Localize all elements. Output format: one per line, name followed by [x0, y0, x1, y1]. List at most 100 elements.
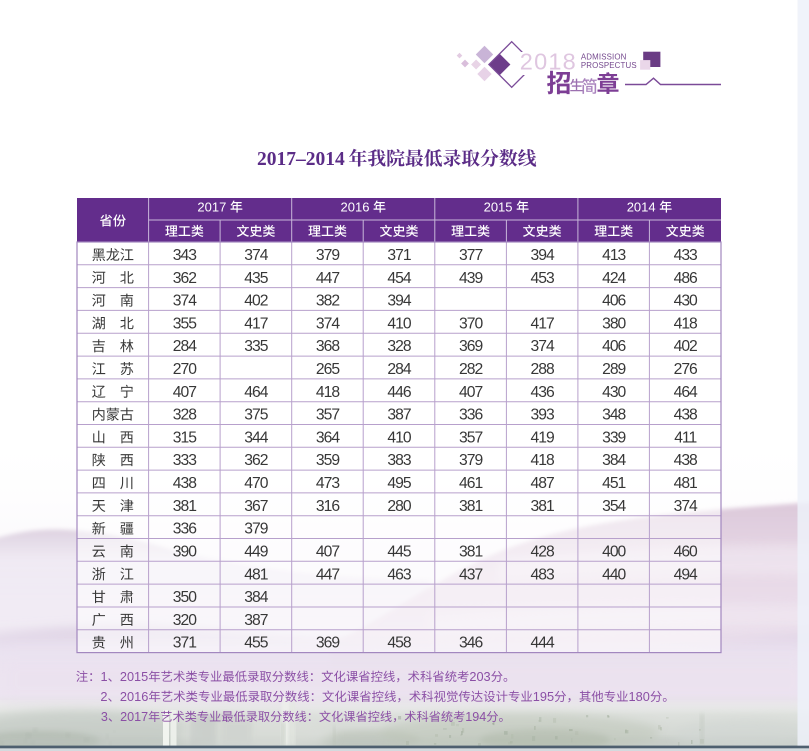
svg-text:289: 289 [602, 361, 625, 378]
svg-text:455: 455 [244, 635, 268, 652]
svg-text:270: 270 [173, 361, 197, 378]
svg-text:381: 381 [173, 498, 196, 515]
svg-text:379: 379 [316, 247, 339, 264]
svg-text:320: 320 [173, 612, 197, 629]
svg-text:407: 407 [316, 544, 339, 561]
svg-text:316: 316 [316, 498, 340, 515]
svg-text:464: 464 [674, 384, 698, 401]
svg-text:194: 194 [465, 710, 486, 724]
svg-text:451: 451 [602, 475, 625, 492]
svg-text:483: 483 [531, 566, 555, 583]
svg-text:417: 417 [531, 315, 554, 332]
svg-text:339: 339 [602, 429, 625, 446]
svg-text:368: 368 [316, 338, 340, 355]
svg-text:410: 410 [387, 315, 411, 332]
svg-text:433: 433 [674, 247, 698, 264]
svg-text:2017: 2017 [197, 200, 226, 215]
svg-text:481: 481 [674, 475, 697, 492]
svg-text:394: 394 [531, 247, 555, 264]
svg-text:463: 463 [387, 566, 411, 583]
svg-text:430: 430 [674, 293, 698, 310]
svg-text:381: 381 [531, 498, 554, 515]
svg-text:371: 371 [387, 247, 410, 264]
svg-text:343: 343 [173, 247, 197, 264]
svg-text:458: 458 [387, 635, 411, 652]
svg-text:369: 369 [316, 635, 339, 652]
svg-text:486: 486 [674, 270, 698, 287]
svg-text:336: 336 [459, 407, 483, 424]
svg-text:180: 180 [629, 689, 650, 704]
svg-text:494: 494 [674, 566, 698, 583]
svg-text:265: 265 [316, 361, 340, 378]
svg-text:445: 445 [387, 544, 411, 561]
svg-text:400: 400 [602, 544, 626, 561]
svg-text:371: 371 [173, 635, 196, 652]
svg-text:2014: 2014 [627, 200, 656, 215]
svg-text:2015: 2015 [484, 200, 513, 215]
svg-text:288: 288 [531, 361, 555, 378]
svg-text:195: 195 [533, 689, 554, 704]
svg-text:328: 328 [173, 407, 197, 424]
svg-text:357: 357 [459, 429, 482, 446]
svg-text:447: 447 [316, 270, 339, 287]
svg-text:481: 481 [244, 566, 267, 583]
svg-text:346: 346 [459, 635, 483, 652]
svg-text:374: 374 [244, 247, 268, 264]
svg-text:367: 367 [244, 498, 267, 515]
svg-text:282: 282 [459, 361, 482, 378]
svg-text:203: 203 [469, 669, 490, 684]
svg-text:364: 364 [316, 429, 340, 446]
svg-text:354: 354 [602, 498, 626, 515]
svg-text:446: 446 [387, 384, 411, 401]
svg-text:355: 355 [173, 315, 197, 332]
svg-text:2016: 2016 [341, 200, 370, 215]
svg-text:402: 402 [674, 338, 697, 355]
svg-text:362: 362 [244, 452, 267, 469]
svg-text:333: 333 [173, 452, 197, 469]
svg-text:2016: 2016 [120, 689, 148, 704]
svg-text:439: 439 [459, 270, 482, 287]
svg-text:350: 350 [173, 589, 197, 606]
svg-text:3: 3 [101, 710, 108, 724]
svg-text:487: 487 [531, 475, 554, 492]
svg-text:384: 384 [602, 452, 626, 469]
svg-text:380: 380 [602, 315, 626, 332]
svg-text:344: 344 [244, 429, 268, 446]
svg-text:374: 374 [531, 338, 555, 355]
svg-text:359: 359 [316, 452, 339, 469]
svg-text:357: 357 [316, 407, 339, 424]
svg-text:418: 418 [674, 315, 698, 332]
svg-text:495: 495 [387, 475, 411, 492]
svg-text:2: 2 [100, 689, 107, 704]
svg-text:444: 444 [531, 635, 555, 652]
svg-text:369: 369 [459, 338, 482, 355]
svg-text:374: 374 [173, 293, 197, 310]
svg-text:379: 379 [244, 521, 267, 538]
svg-text:454: 454 [387, 270, 411, 287]
svg-text:447: 447 [316, 566, 339, 583]
svg-text:315: 315 [173, 429, 197, 446]
svg-text:2015: 2015 [120, 669, 148, 684]
svg-text:370: 370 [459, 315, 483, 332]
svg-text:413: 413 [602, 247, 626, 264]
svg-text:2017: 2017 [120, 710, 148, 724]
svg-text:417: 417 [244, 315, 267, 332]
svg-text:328: 328 [387, 338, 411, 355]
svg-text:381: 381 [459, 498, 482, 515]
svg-text:393: 393 [531, 407, 555, 424]
svg-text:387: 387 [244, 612, 267, 629]
svg-text:440: 440 [602, 566, 626, 583]
svg-text:276: 276 [674, 361, 698, 378]
svg-text:381: 381 [459, 544, 482, 561]
svg-text:ADMISSION: ADMISSION [581, 52, 627, 61]
svg-text:419: 419 [531, 429, 554, 446]
svg-text:406: 406 [602, 293, 626, 310]
svg-text:411: 411 [674, 429, 696, 446]
svg-text:284: 284 [387, 361, 411, 378]
svg-text:335: 335 [244, 338, 268, 355]
svg-text:437: 437 [459, 566, 482, 583]
svg-text:470: 470 [244, 475, 268, 492]
svg-text:387: 387 [387, 407, 410, 424]
svg-text:2017–2014: 2017–2014 [257, 149, 345, 170]
svg-text:362: 362 [173, 270, 196, 287]
